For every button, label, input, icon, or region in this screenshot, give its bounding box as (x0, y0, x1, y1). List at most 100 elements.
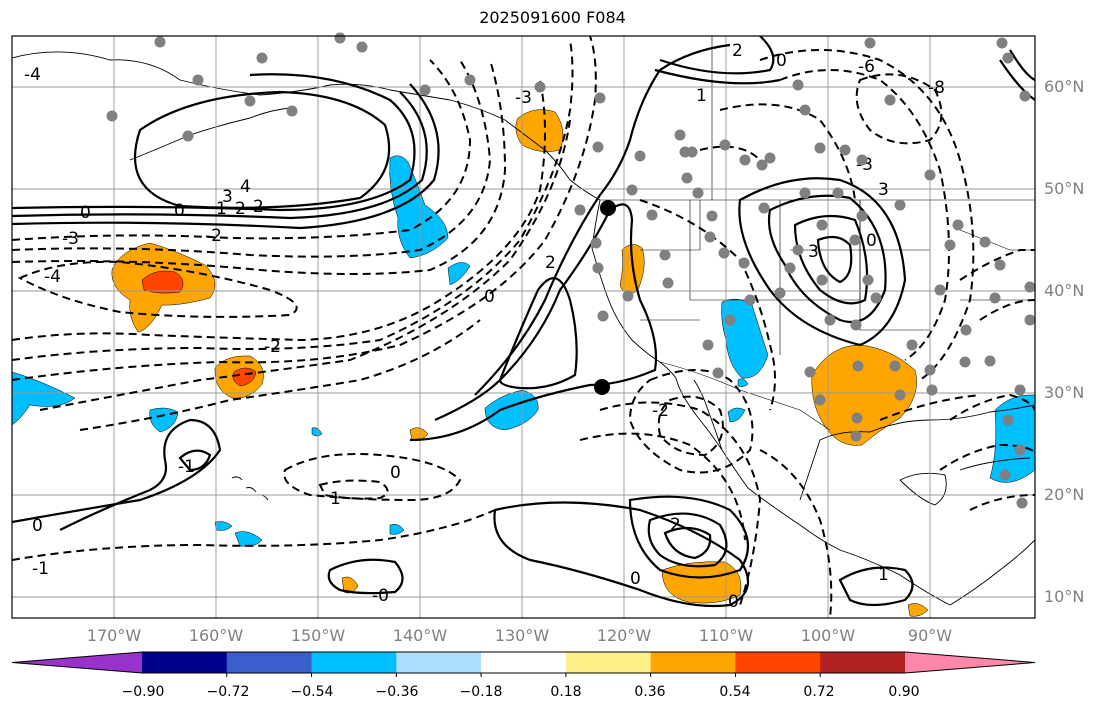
contour-label: 3 (808, 242, 819, 262)
colorbar-segment (735, 652, 821, 673)
longitude-label: 150°W (290, 626, 346, 645)
blue-anomaly-small-south-3 (389, 523, 405, 535)
colorbar-segment (311, 652, 397, 673)
contour-label: -1 (32, 559, 49, 579)
colorbar-segment (226, 652, 313, 673)
contour-label: -6 (858, 57, 875, 77)
colorbar (11, 651, 1036, 677)
contour-label: 2 (670, 515, 681, 535)
contour-label: -4 (44, 267, 61, 287)
colorbar-tick-label: −0.72 (206, 684, 250, 700)
blue-anomaly-baja-west (484, 389, 539, 431)
hawaii-island-1 (231, 476, 243, 481)
contour-label: 0 (390, 463, 401, 483)
contour-label: 1 (330, 489, 341, 509)
longitude-label: 170°W (86, 626, 142, 645)
contour-label: -3 (515, 88, 532, 108)
mexico-pacific-coast (721, 449, 951, 606)
latitude-label: 60°N (1044, 77, 1085, 96)
black-markers (594, 200, 616, 395)
blue-anomaly-west-edge (12, 371, 76, 426)
blue-anomaly-east (989, 394, 1035, 483)
contour-label: -1 (178, 457, 195, 477)
longitude-label: 140°W (392, 626, 448, 645)
hawaii-island-2 (245, 487, 257, 493)
latitude-label: 30°N (1044, 383, 1085, 402)
contour-label: 1 (216, 199, 227, 219)
contour-label: 1 (696, 86, 707, 106)
colorbar-segment (650, 652, 736, 673)
latitude-label: 50°N (1044, 179, 1085, 198)
station-dots (106, 32, 1036, 509)
shaded-anomalies (12, 109, 1035, 617)
colorbar-tick-label: −0.54 (290, 684, 334, 700)
contour-label: 0 (174, 201, 185, 221)
contour-label: 0 (32, 516, 43, 536)
latitude-label: 40°N (1044, 281, 1085, 300)
contour-label: -2 (264, 337, 281, 357)
contour-label: 0 (866, 231, 877, 251)
contour-label: -2 (205, 226, 222, 246)
colorbar-segment (396, 652, 482, 673)
colorbar-segment (820, 652, 906, 673)
blue-anomaly-small-mid (311, 427, 323, 437)
central-america (949, 539, 1035, 606)
contour-label: 2 (545, 253, 556, 273)
dashed-contours (12, 36, 1035, 618)
contour-label: 0 (484, 287, 495, 307)
orange-anomaly-small-1 (341, 576, 359, 594)
blue-anomaly-small-south-2 (214, 521, 233, 531)
contour-labels: 4 3 2 2 1 0 0 -3 -4 -2 -3 -2 2 0 3 3 -1 … (24, 41, 945, 612)
colorbar-tick-label: −0.36 (375, 684, 419, 700)
longitude-label: 130°W (494, 626, 550, 645)
contour-label: 0 (630, 569, 641, 589)
red-anomaly-hawaii-north (141, 270, 184, 294)
colorbar-extend-min (12, 652, 142, 673)
map-title: 2025091600 F084 (479, 8, 626, 27)
alaska-coast (12, 51, 601, 201)
red-anomaly-hawaii (232, 367, 257, 387)
colorbar-tick-label: 0.72 (803, 684, 835, 700)
contour-label: -2 (652, 401, 669, 421)
map-frame (11, 35, 1036, 619)
contour-label: -3 (62, 229, 79, 249)
colorbar-tick-label: 0.90 (888, 684, 920, 700)
yucatan (899, 472, 947, 506)
contour-label: -8 (928, 78, 945, 98)
contour-label: 2 (732, 41, 743, 61)
contour-label: 0 (728, 592, 739, 612)
colorbar-segment (481, 652, 567, 673)
orange-anomaly-small-3 (907, 603, 929, 617)
contour-label: 4 (240, 177, 251, 197)
blue-anomaly-gulf-alaska (389, 155, 449, 259)
colorbar-segment (565, 652, 652, 673)
colorbar-outline (11, 651, 1036, 674)
contour-label: 2 (235, 199, 246, 219)
cuba (959, 457, 1031, 471)
contour-label: -0 (372, 586, 389, 606)
contour-label: 2 (253, 197, 264, 217)
blue-anomaly-small-north (447, 262, 471, 286)
contour-label: 3 (878, 180, 889, 200)
longitude-label: 110°W (698, 626, 754, 645)
blue-anomaly-gulf-ca (727, 407, 746, 423)
colorbar-tick-label: −0.90 (121, 684, 165, 700)
longitude-label: 90°W (907, 626, 953, 645)
latitude-label: 20°N (1044, 485, 1085, 504)
colorbar-tick-label: 0.18 (550, 684, 582, 700)
blue-anomaly-sw-new-mexico (737, 378, 749, 387)
longitude-label: 120°W (596, 626, 652, 645)
contour-label: 0 (776, 51, 787, 71)
contour-label: -4 (24, 65, 41, 85)
latitude-label: 10°N (1044, 587, 1085, 606)
longitude-label: 100°W (800, 626, 856, 645)
gulf-coast (799, 404, 1035, 501)
colorbar-tick-label: 0.36 (634, 684, 666, 700)
colorbar-extend-max (905, 652, 1035, 673)
longitude-label: 160°W (188, 626, 244, 645)
colorbar-tick-label: 0.54 (719, 684, 751, 700)
contour-label: 1 (878, 565, 889, 585)
colorbar-segment (142, 652, 228, 673)
colorbar-tick-label: −0.18 (459, 684, 503, 700)
